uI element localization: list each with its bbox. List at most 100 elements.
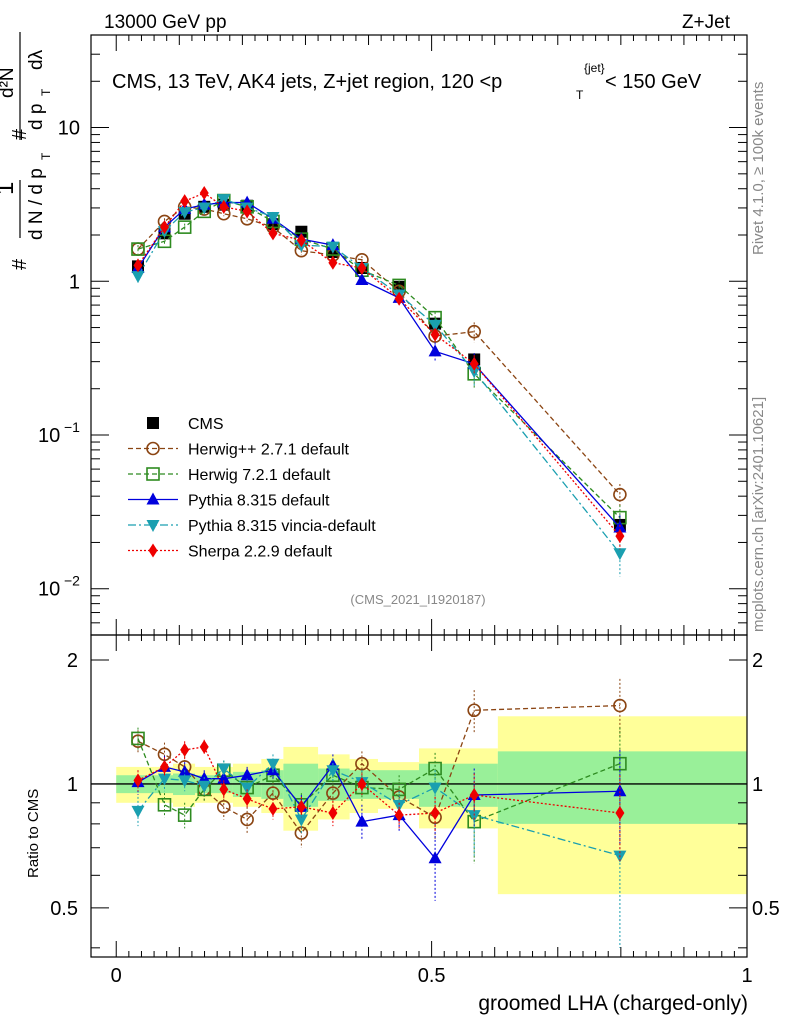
data-point-sherpa	[430, 327, 440, 342]
legend-item-vincia: Pythia 8.315 vincia-default	[128, 518, 376, 535]
legend-marker	[146, 467, 160, 481]
legend-label: CMS	[188, 416, 224, 433]
legend-marker	[146, 520, 160, 532]
legend-item-cms: CMS	[147, 416, 224, 433]
analysis-watermark: (CMS_2021_I1920187)	[350, 592, 485, 607]
series-line-sherpa	[137, 192, 621, 537]
svg-text:10: 10	[38, 579, 60, 601]
series-cms	[131, 198, 626, 537]
data-point-vincia	[428, 319, 442, 332]
ratio-y-tick-label: 0.5	[50, 898, 78, 920]
ratio-y-tick-label-right: 0.5	[752, 898, 780, 920]
ratio-point-sherpa	[615, 806, 625, 821]
series-pythia	[131, 195, 627, 543]
ratio-point-pythia	[355, 814, 369, 827]
svg-text:−1: −1	[64, 419, 80, 435]
ratio-line-sherpa	[137, 746, 620, 816]
ratio-point-vincia	[326, 765, 340, 778]
svg-text:T: T	[576, 88, 584, 102]
ratio-point-pythia	[428, 851, 442, 864]
data-point-sherpa	[469, 356, 479, 371]
data-point-sherpa	[296, 233, 306, 248]
ratio-point-pythia	[613, 784, 627, 797]
data-point-sherpa	[199, 186, 209, 201]
legend: CMS Herwig++ 2.7.1 default Herwig 7.2.1 de…	[128, 416, 376, 561]
svg-text:< 150 GeV: < 150 GeV	[605, 71, 702, 93]
data-point-sherpa	[268, 226, 278, 241]
svg-text:d²N: d²N	[0, 67, 18, 98]
ratio-point-sherpa	[159, 759, 169, 774]
ratio-point-sherpa	[357, 776, 367, 791]
data-point-sherpa	[328, 255, 338, 270]
legend-marker	[147, 417, 159, 429]
data-point-sherpa	[357, 261, 367, 276]
data-point-sherpa	[133, 258, 143, 273]
ratio-point-sherpa	[296, 799, 306, 814]
data-point-vincia	[326, 241, 340, 254]
svg-text:T: T	[39, 88, 53, 96]
ratio-y-tick-label: 1	[67, 774, 78, 796]
ratio-point-herwig7	[177, 808, 192, 822]
site-label: mcplots.cern.ch [arXiv:2401.10621]	[750, 397, 767, 632]
ratio-point-herwigpp	[613, 698, 627, 713]
ratio-point-herwigpp	[355, 756, 369, 771]
ratio-point-sherpa	[199, 739, 209, 754]
legend-item-sherpa: Sherpa 2.2.9 default	[128, 543, 333, 561]
y-tick-label: 1	[69, 271, 80, 293]
legend-item-herwigpp: Herwig++ 2.7.1 default	[128, 442, 350, 459]
ratio-point-herwigpp	[467, 703, 481, 718]
x-tick-label: 0	[111, 965, 122, 987]
svg-text:d N / d p: d N / d p	[26, 168, 47, 240]
series-herwigpp	[131, 200, 627, 508]
svg-text:{jet}: {jet}	[584, 61, 605, 75]
rivet-label: Rivet 4.1.0, ≥ 100k events	[750, 82, 767, 255]
ratio-y-tick-label: 2	[67, 650, 78, 672]
ratio-point-vincia	[392, 799, 406, 812]
svg-text:10: 10	[38, 425, 60, 447]
ratio-point-pythia	[217, 771, 231, 784]
ratio-point-herwigpp	[240, 812, 254, 827]
ratio-point-vincia	[217, 763, 231, 776]
data-point-vincia	[131, 271, 145, 284]
ratio-point-herwigpp	[326, 786, 340, 800]
data-point-vincia	[178, 207, 192, 220]
ratio-point-vincia	[266, 758, 280, 771]
ratio-point-vincia	[428, 782, 442, 795]
legend-label: Pythia 8.315 vincia-default	[188, 518, 376, 535]
x-axis-title: groomed LHA (charged-only)	[478, 992, 748, 1015]
data-point-herwig7	[177, 220, 192, 234]
svg-text:T: T	[39, 152, 53, 160]
legend-marker	[146, 441, 160, 456]
data-point-sherpa	[180, 194, 190, 209]
legend-item-pythia: Pythia 8.315 default	[128, 492, 330, 510]
process-label: Z+Jet	[682, 12, 731, 33]
data-point-sherpa	[159, 220, 169, 235]
ratio-point-herwig7	[157, 797, 172, 812]
ratio-point-sherpa	[394, 808, 404, 823]
ratio-point-vincia	[157, 773, 171, 786]
ratio-point-herwig7	[131, 731, 145, 746]
svg-text:dλ: dλ	[26, 49, 47, 70]
data-point-cms	[295, 225, 308, 238]
svg-text:d p: d p	[26, 104, 47, 130]
main-y-axis-title: # 1 d N / d p T # d²N d p T dλ	[0, 32, 53, 270]
ratio-point-sherpa	[268, 801, 278, 816]
ratio-line-herwig7	[137, 738, 621, 823]
data-point-vincia	[266, 211, 280, 224]
legend-label: Sherpa 2.2.9 default	[188, 544, 333, 561]
legend-label: Pythia 8.315 default	[188, 493, 330, 510]
data-point-sherpa	[394, 291, 404, 306]
ratio-point-vincia	[131, 805, 145, 818]
ratio-line-herwigpp	[137, 704, 620, 835]
ratio-y-tick-label-right: 1	[752, 774, 763, 796]
data-point-sherpa	[615, 529, 625, 544]
series-sherpa	[133, 186, 625, 550]
legend-marker	[146, 492, 160, 505]
data-point-herwigpp	[613, 487, 627, 502]
data-point-vincia	[613, 548, 627, 561]
ratio-point-vincia	[197, 780, 211, 793]
legend-item-herwig7: Herwig 7.2.1 default	[128, 467, 331, 484]
ratio-point-sherpa	[219, 782, 229, 797]
ratio-y-tick-label-right: 2	[752, 650, 763, 672]
legend-label: Herwig 7.2.1 default	[188, 467, 331, 484]
